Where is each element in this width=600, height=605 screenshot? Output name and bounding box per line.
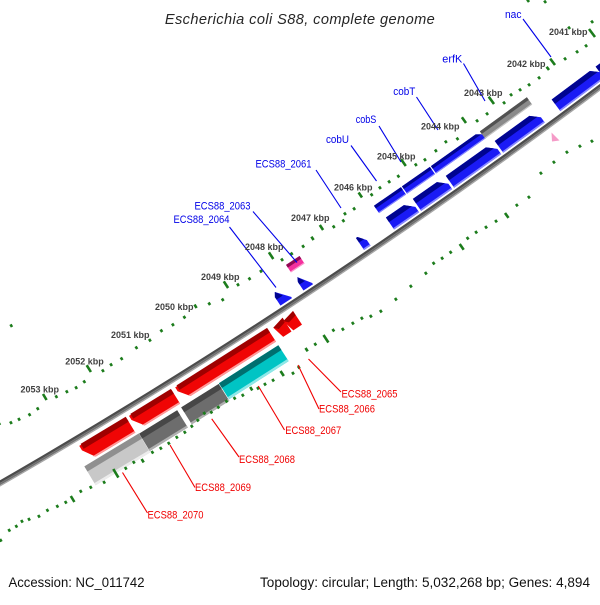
svg-text:2051 kbp: 2051 kbp	[111, 330, 150, 340]
svg-text:2053 kbp: 2053 kbp	[21, 385, 60, 395]
svg-text:erfK: erfK	[442, 53, 463, 65]
svg-text:Accession: NC_011742: Accession: NC_011742	[9, 575, 145, 590]
svg-text:cobS: cobS	[356, 114, 377, 126]
svg-text:ECS88_2070: ECS88_2070	[148, 510, 204, 522]
svg-text:cobU: cobU	[326, 134, 349, 146]
svg-text:2048 kbp: 2048 kbp	[245, 242, 284, 252]
svg-text:ECS88_2067: ECS88_2067	[285, 425, 341, 437]
svg-text:2047 kbp: 2047 kbp	[291, 213, 330, 223]
svg-text:ECS88_2069: ECS88_2069	[195, 482, 251, 494]
svg-text:ECS88_2061: ECS88_2061	[256, 159, 312, 171]
svg-text:2050 kbp: 2050 kbp	[155, 302, 194, 312]
svg-text:2052 kbp: 2052 kbp	[65, 357, 104, 367]
svg-text:ECS88_2063: ECS88_2063	[195, 201, 251, 213]
svg-text:2045 kbp: 2045 kbp	[377, 152, 416, 162]
svg-text:2041 kbp: 2041 kbp	[549, 27, 588, 37]
svg-text:2046 kbp: 2046 kbp	[334, 183, 373, 193]
svg-text:Topology: circular; Length: 5,: Topology: circular; Length: 5,032,268 bp…	[260, 575, 590, 590]
svg-text:ECS88_2064: ECS88_2064	[174, 214, 230, 226]
svg-text:ECS88_2068: ECS88_2068	[239, 454, 295, 466]
svg-text:ECS88_2065: ECS88_2065	[342, 389, 398, 401]
svg-text:2044 kbp: 2044 kbp	[421, 122, 460, 132]
svg-text:2043 kbp: 2043 kbp	[464, 88, 503, 98]
svg-text:nac: nac	[505, 9, 522, 21]
svg-text:Escherichia coli S88, complete: Escherichia coli S88, complete genome	[165, 12, 435, 28]
svg-text:ECS88_2066: ECS88_2066	[319, 404, 375, 416]
svg-text:cobT: cobT	[393, 86, 415, 98]
svg-text:2042 kbp: 2042 kbp	[507, 59, 546, 69]
svg-text:2049 kbp: 2049 kbp	[201, 272, 240, 282]
